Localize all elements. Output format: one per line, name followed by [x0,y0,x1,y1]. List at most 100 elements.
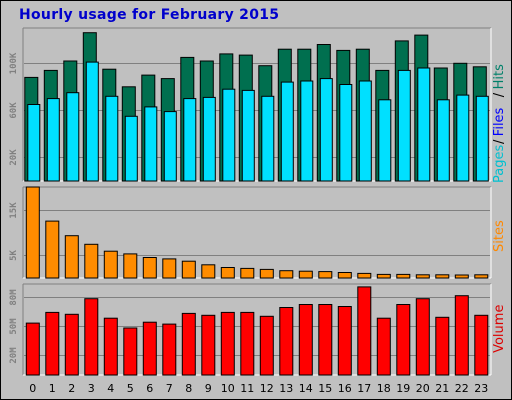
bar-volume-15 [318,304,333,376]
bar-sites-3 [84,243,99,279]
bar-files-13 [280,81,294,182]
bar-sites-16 [337,272,352,279]
bar-volume-10 [220,311,235,376]
bar-files-12 [261,95,275,182]
x-tick-label-17: 17 [357,382,371,395]
bar-sites-1 [45,220,60,279]
bar-sites-17 [357,272,372,279]
bar-volume-1 [45,311,60,376]
bar-files-1 [46,98,60,182]
bar-volume-20 [415,298,430,376]
bar-volume-18 [376,317,391,376]
bar-sites-11 [240,267,255,279]
bar-files-9 [202,96,216,182]
bar-files-18 [378,99,392,182]
bar-sites-18 [376,273,391,279]
bar-sites-2 [64,235,79,279]
plot-area-volume [23,284,491,375]
plot-area-pages-files-hits [23,28,491,181]
legend-separator: / [492,139,507,144]
bar-files-19 [397,69,411,182]
bar-files-16 [339,84,353,182]
bar-volume-11 [240,311,255,376]
x-tick-label-6: 6 [146,382,153,395]
legend-pages: Pages [492,145,507,183]
x-tick-label-5: 5 [127,382,134,395]
bar-files-2 [66,92,80,182]
bar-sites-4 [103,250,118,279]
bar-sites-0 [25,186,40,279]
bar-volume-13 [279,307,294,376]
bar-files-5 [124,115,138,182]
bar-volume-2 [64,313,79,376]
x-tick-label-19: 19 [396,382,410,395]
x-tick-label-18: 18 [377,382,391,395]
bar-files-3 [85,61,99,182]
bar-files-14 [300,80,314,182]
bar-volume-21 [435,316,450,376]
bar-volume-22 [454,295,469,376]
legend-files: Files [492,107,507,136]
legend-hits: Hits [492,64,507,89]
x-tick-label-3: 3 [88,382,95,395]
bar-volume-8 [181,312,196,376]
y-tick-label: 20K [9,149,19,166]
bar-sites-22 [454,274,469,279]
bar-volume-17 [357,286,372,376]
bar-volume-9 [201,314,216,376]
bar-volume-7 [162,323,177,376]
x-tick-label-11: 11 [240,382,254,395]
bar-files-0 [27,104,41,182]
bar-sites-7 [162,258,177,279]
bar-sites-15 [318,271,333,279]
bar-sites-20 [415,274,430,279]
bar-sites-10 [220,267,235,279]
y-tick-label: 100K [9,52,19,74]
x-tick-label-4: 4 [107,382,114,395]
bar-files-11 [241,89,255,182]
bar-volume-5 [123,327,138,376]
bar-sites-9 [201,264,216,279]
y-tick-label: 15K [9,202,19,219]
chart-title: Hourly usage for February 2015 [19,7,280,23]
x-tick-label-13: 13 [279,382,293,395]
bar-sites-19 [396,273,411,279]
x-tick-label-23: 23 [474,382,488,395]
bar-files-8 [183,98,197,182]
bar-files-4 [105,95,119,182]
bar-files-23 [475,95,489,182]
y-tick-label: 50M [9,318,19,335]
bar-sites-23 [474,274,489,279]
x-tick-label-20: 20 [416,382,430,395]
y-tick-label: 5K [9,250,19,261]
bar-sites-6 [142,257,157,279]
bar-sites-12 [259,268,274,279]
x-tick-label-2: 2 [68,382,75,395]
bar-volume-16 [337,306,352,376]
x-tick-label-8: 8 [185,382,192,395]
y-tick-label: 60K [9,102,19,119]
bar-files-10 [222,88,236,182]
y-tick-label: 80M [9,289,19,306]
bar-files-20 [417,67,431,182]
bar-volume-23 [474,314,489,376]
bar-volume-3 [84,298,99,376]
bar-files-7 [163,111,177,182]
x-tick-label-9: 9 [205,382,212,395]
bar-volume-6 [142,321,157,376]
bar-files-21 [436,99,450,182]
legend-sites: Sites [492,220,507,252]
x-tick-label-1: 1 [49,382,56,395]
bar-volume-4 [103,317,118,376]
bar-files-6 [144,106,158,182]
bar-sites-21 [435,274,450,279]
x-tick-label-10: 10 [221,382,235,395]
bar-volume-14 [298,304,313,376]
bar-files-15 [319,78,333,182]
y-tick-label: 20M [9,347,19,364]
bar-volume-12 [259,315,274,376]
x-tick-label-7: 7 [166,382,173,395]
x-tick-label-0: 0 [29,382,36,395]
